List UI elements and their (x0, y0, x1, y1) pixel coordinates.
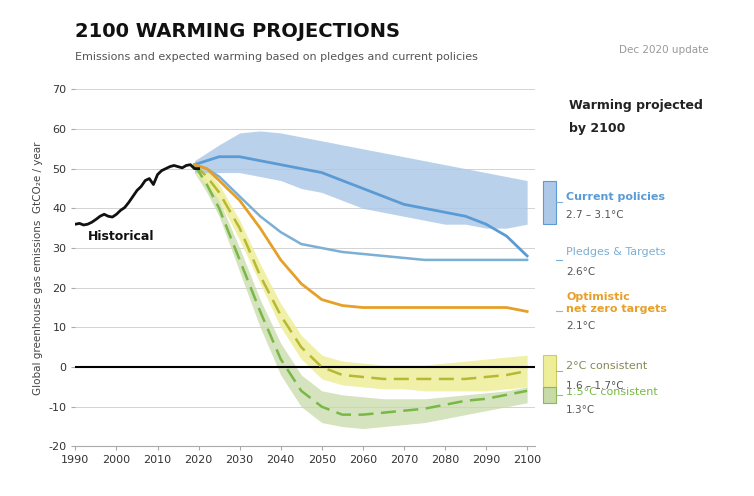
Text: Current policies: Current policies (566, 192, 665, 202)
Text: 2100 WARMING PROJECTIONS: 2100 WARMING PROJECTIONS (75, 22, 400, 41)
Text: Optimistic: Optimistic (566, 292, 630, 302)
Text: Warming projected: Warming projected (569, 99, 703, 112)
Text: 1.6 – 1.7°C: 1.6 – 1.7°C (566, 381, 624, 391)
Text: 2.7 – 3.1°C: 2.7 – 3.1°C (566, 210, 624, 220)
Text: 1.3°C: 1.3°C (566, 405, 596, 415)
Text: 1.5°C consistent: 1.5°C consistent (566, 387, 658, 397)
Y-axis label: Global greenhouse gas emissions  GtCO₂e / year: Global greenhouse gas emissions GtCO₂e /… (32, 141, 43, 395)
Text: Pledges & Targets: Pledges & Targets (566, 248, 666, 257)
Text: 2.6°C: 2.6°C (566, 267, 596, 277)
Text: 2°C consistent: 2°C consistent (566, 361, 648, 371)
Text: 2.1°C: 2.1°C (566, 321, 596, 331)
Text: Historical: Historical (87, 230, 155, 243)
Text: net zero targets: net zero targets (566, 304, 667, 314)
Text: Emissions and expected warming based on pledges and current policies: Emissions and expected warming based on … (75, 52, 478, 62)
Text: by 2100: by 2100 (569, 122, 626, 134)
Text: Dec 2020 update: Dec 2020 update (619, 45, 708, 55)
